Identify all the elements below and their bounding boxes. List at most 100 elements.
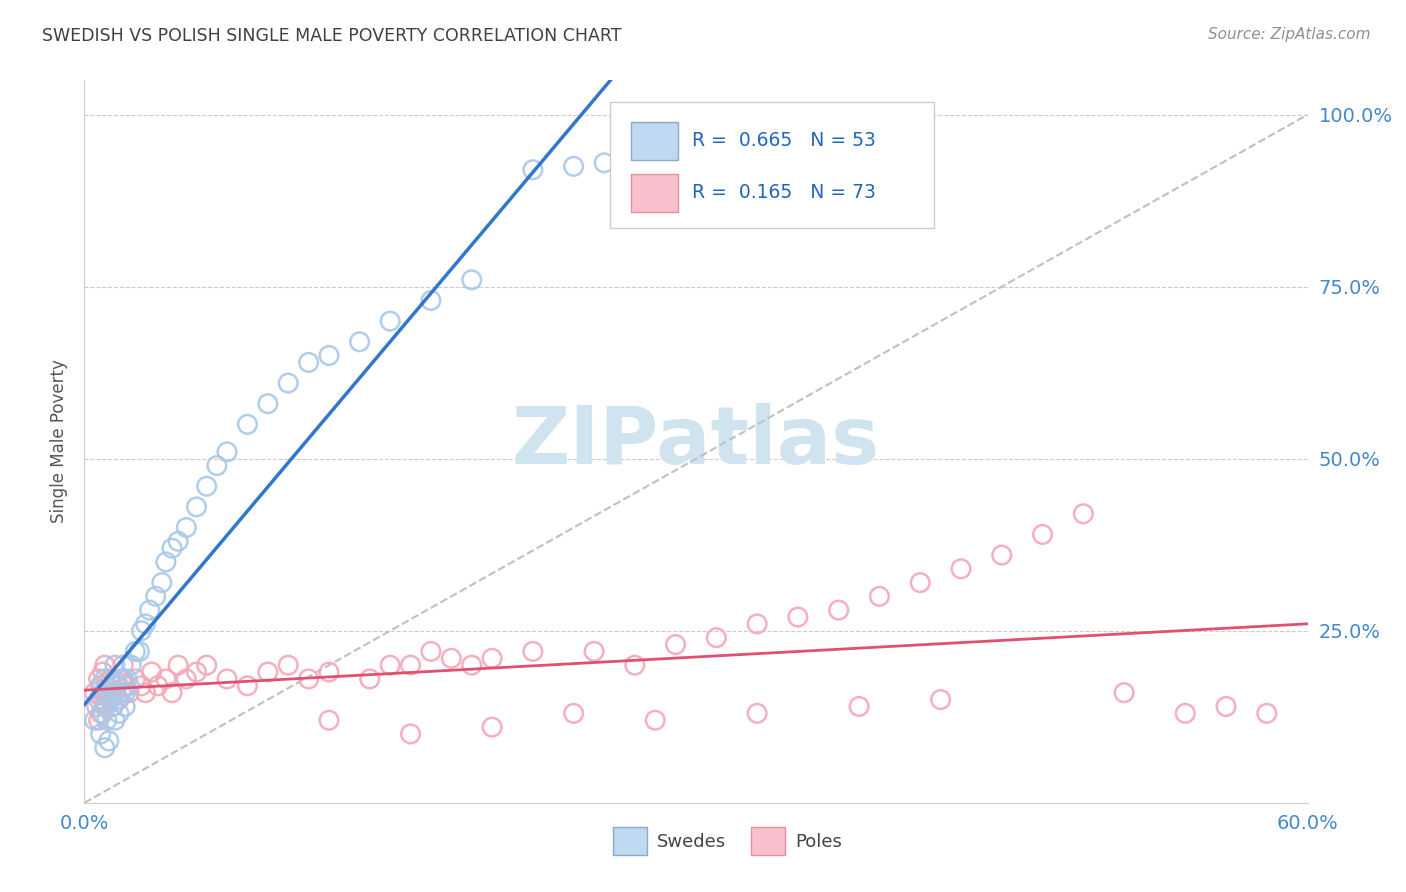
- Point: [217, 445, 239, 459]
- Point: [118, 686, 141, 700]
- Point: [146, 679, 169, 693]
- Point: [115, 672, 138, 686]
- Point: [128, 644, 150, 658]
- Text: ZIPatlas: ZIPatlas: [512, 402, 880, 481]
- Point: [1073, 507, 1095, 521]
- Point: [93, 672, 115, 686]
- Point: [665, 638, 688, 652]
- Point: [277, 376, 299, 390]
- Point: [298, 672, 321, 686]
- Point: [108, 706, 131, 721]
- Point: [114, 686, 136, 700]
- Point: [120, 658, 142, 673]
- Point: [93, 658, 115, 673]
- Point: [100, 686, 122, 700]
- Text: SWEDISH VS POLISH SINGLE MALE POVERTY CORRELATION CHART: SWEDISH VS POLISH SINGLE MALE POVERTY CO…: [42, 27, 621, 45]
- Point: [155, 555, 177, 569]
- Point: [257, 665, 280, 679]
- Point: [236, 417, 259, 432]
- Point: [747, 616, 769, 631]
- Point: [104, 686, 127, 700]
- Point: [481, 720, 503, 734]
- Point: [90, 679, 112, 693]
- Point: [100, 692, 122, 706]
- Point: [87, 713, 110, 727]
- Point: [205, 458, 228, 473]
- Text: Swedes: Swedes: [657, 833, 725, 851]
- Point: [83, 713, 105, 727]
- Point: [929, 692, 952, 706]
- Point: [105, 679, 128, 693]
- Point: [318, 713, 340, 727]
- Point: [141, 665, 163, 679]
- Point: [349, 334, 371, 349]
- Point: [624, 658, 647, 673]
- Point: [91, 686, 114, 700]
- Point: [706, 631, 728, 645]
- Point: [869, 590, 891, 604]
- Point: [186, 500, 208, 514]
- Point: [1215, 699, 1237, 714]
- Point: [461, 658, 484, 673]
- Point: [1256, 706, 1278, 721]
- Point: [124, 672, 146, 686]
- Point: [359, 672, 381, 686]
- Point: [991, 548, 1014, 562]
- Point: [87, 692, 110, 706]
- Point: [644, 713, 666, 727]
- FancyBboxPatch shape: [751, 828, 786, 855]
- Point: [522, 162, 544, 177]
- Point: [318, 665, 340, 679]
- Point: [145, 590, 167, 604]
- Point: [1174, 706, 1197, 721]
- Point: [101, 699, 124, 714]
- Point: [93, 699, 115, 714]
- Point: [150, 575, 173, 590]
- Point: [86, 699, 108, 714]
- Point: [481, 651, 503, 665]
- Point: [195, 479, 218, 493]
- Text: R =  0.165   N = 73: R = 0.165 N = 73: [692, 184, 876, 202]
- Point: [522, 644, 544, 658]
- Point: [131, 624, 153, 638]
- Point: [110, 672, 132, 686]
- Point: [828, 603, 851, 617]
- Point: [104, 658, 127, 673]
- Point: [787, 610, 810, 624]
- Point: [97, 686, 120, 700]
- Point: [90, 679, 112, 693]
- Point: [910, 575, 932, 590]
- Point: [277, 658, 299, 673]
- Point: [93, 699, 115, 714]
- Point: [236, 679, 259, 693]
- Text: R =  0.665   N = 53: R = 0.665 N = 53: [692, 131, 876, 151]
- Point: [105, 692, 128, 706]
- Point: [160, 541, 183, 556]
- Point: [461, 273, 484, 287]
- Point: [96, 713, 118, 727]
- Point: [91, 665, 114, 679]
- Point: [420, 644, 443, 658]
- Point: [100, 672, 122, 686]
- Point: [583, 644, 606, 658]
- Point: [174, 672, 197, 686]
- Point: [105, 679, 128, 693]
- Point: [257, 397, 280, 411]
- Point: [1032, 527, 1054, 541]
- Point: [108, 692, 131, 706]
- Point: [298, 355, 321, 369]
- FancyBboxPatch shape: [631, 122, 678, 160]
- Point: [1114, 686, 1136, 700]
- Point: [399, 727, 422, 741]
- Point: [195, 658, 218, 673]
- Point: [747, 706, 769, 721]
- Point: [562, 706, 585, 721]
- Point: [131, 679, 153, 693]
- Point: [87, 672, 110, 686]
- Point: [380, 314, 402, 328]
- Point: [90, 727, 112, 741]
- FancyBboxPatch shape: [613, 828, 647, 855]
- Point: [440, 651, 463, 665]
- Y-axis label: Single Male Poverty: Single Male Poverty: [51, 359, 69, 524]
- Point: [562, 159, 585, 173]
